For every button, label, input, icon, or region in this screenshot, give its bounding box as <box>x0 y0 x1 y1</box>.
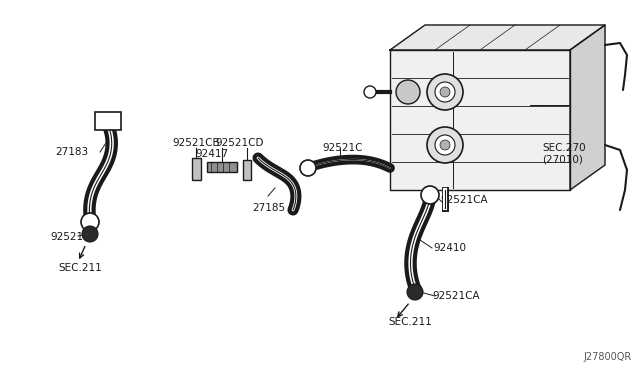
Bar <box>192 158 201 180</box>
Text: 92521CA: 92521CA <box>440 195 488 205</box>
Circle shape <box>396 80 420 104</box>
Text: 92521CD: 92521CD <box>215 138 264 148</box>
Bar <box>95 112 121 130</box>
Text: 92410: 92410 <box>433 243 466 253</box>
Polygon shape <box>390 50 570 190</box>
Polygon shape <box>570 25 605 190</box>
Circle shape <box>440 140 450 150</box>
Circle shape <box>81 213 99 231</box>
Circle shape <box>427 74 463 110</box>
Text: 92521C: 92521C <box>50 232 90 242</box>
Bar <box>207 162 237 172</box>
Text: 92417: 92417 <box>195 149 228 159</box>
Circle shape <box>427 127 463 163</box>
Text: SEC.270: SEC.270 <box>542 143 586 153</box>
Bar <box>243 160 251 180</box>
Circle shape <box>435 135 455 155</box>
Polygon shape <box>390 25 605 50</box>
Text: (27010): (27010) <box>542 155 583 165</box>
Text: 27183: 27183 <box>55 147 88 157</box>
Circle shape <box>82 226 98 242</box>
Text: SEC.211: SEC.211 <box>58 263 102 273</box>
Circle shape <box>364 86 376 98</box>
Circle shape <box>407 284 423 300</box>
Circle shape <box>440 87 450 97</box>
Text: 27185: 27185 <box>252 203 285 213</box>
Circle shape <box>435 82 455 102</box>
Text: J27800QR: J27800QR <box>584 352 632 362</box>
Text: 92521C: 92521C <box>322 143 362 153</box>
Text: 92521CB: 92521CB <box>172 138 220 148</box>
Text: 92521CA: 92521CA <box>432 291 479 301</box>
Text: SEC.211: SEC.211 <box>388 317 432 327</box>
Circle shape <box>300 160 316 176</box>
Circle shape <box>421 186 439 204</box>
